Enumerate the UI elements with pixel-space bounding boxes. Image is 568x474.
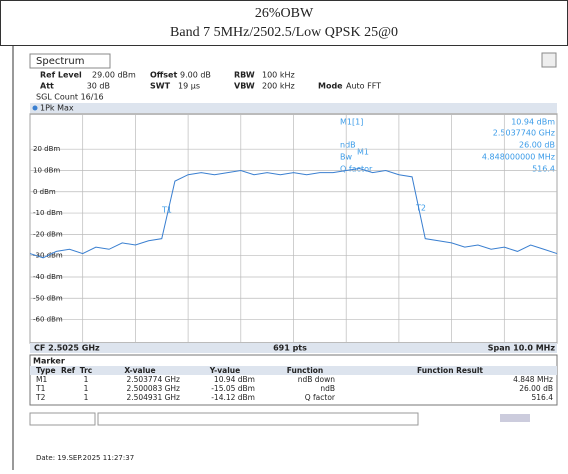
- trace-name: 1Pk Max: [40, 104, 74, 113]
- table-header-cell: Function Result: [417, 366, 483, 375]
- marker-label: T1: [161, 206, 172, 215]
- y-tick-label: 10 dBm: [33, 166, 60, 174]
- label: VBW: [234, 82, 255, 91]
- status-bar: [30, 343, 557, 353]
- y-tick-label: 20 dBm: [33, 145, 60, 153]
- footer: Date: 19.SEP.2025 11:27:37: [36, 454, 134, 462]
- table-cell: 516.4: [532, 393, 554, 402]
- value: 9.00 dB: [180, 71, 211, 80]
- y-tick-label: -10 dBm: [33, 209, 63, 217]
- table-cell: T1: [35, 384, 46, 393]
- table-header-cell: Y-value: [209, 366, 240, 375]
- table-header: [30, 366, 557, 375]
- label: Att: [40, 82, 54, 91]
- table-cell: T2: [35, 393, 46, 402]
- value: 200 kHz: [262, 82, 295, 91]
- y-tick-label: -60 dBm: [33, 316, 63, 324]
- span: Span 10.0 MHz: [488, 344, 556, 353]
- table-cell: 2.500083 GHz: [126, 384, 180, 393]
- table-cell: 26.00 dB: [519, 384, 553, 393]
- table-cell: M1: [36, 375, 47, 384]
- table-header-cell: Type: [36, 366, 56, 375]
- marker-label: T2: [415, 204, 426, 213]
- subtitle: Band 7 5MHz/2502.5/Low QPSK 25@0: [170, 25, 398, 40]
- table-cell: ndB down: [298, 375, 336, 384]
- tab-label: Spectrum: [36, 56, 84, 67]
- table-cell: 2.504931 GHz: [126, 393, 180, 402]
- table-header-cell: Trc: [80, 366, 92, 375]
- table-cell: 4.848 MHz: [513, 375, 553, 384]
- table-cell: -14.12 dBm: [211, 393, 255, 402]
- value: 19 µs: [178, 82, 200, 91]
- marker-info: 2.5037740 GHz: [493, 129, 555, 138]
- marker-label: M1: [357, 148, 369, 157]
- marker-info: 516.4: [532, 165, 555, 174]
- cf: CF 2.5025 GHz: [34, 344, 100, 353]
- value: 100 kHz: [262, 71, 295, 80]
- value: 29.00 dBm: [92, 71, 136, 80]
- y-tick-label: 0 dBm: [33, 188, 56, 196]
- table-cell: 1: [84, 375, 89, 384]
- table-cell: 10.94 dBm: [214, 375, 255, 384]
- trace: [29, 168, 558, 259]
- header-box: [0, 0, 568, 46]
- table-cell: -15.05 dBm: [211, 384, 255, 393]
- value: 30 dB: [87, 82, 110, 91]
- trace-bar: [30, 103, 557, 113]
- marker-table-title: Marker: [33, 357, 65, 366]
- marker-info: ndB: [340, 141, 356, 150]
- y-tick-label: -20 dBm: [33, 230, 63, 238]
- icon[interactable]: [541, 52, 557, 68]
- table-cell: 1: [84, 384, 89, 393]
- table-cell: Q factor: [305, 393, 336, 402]
- y-tick-label: -40 dBm: [33, 273, 63, 281]
- table-cell: ndB: [320, 384, 335, 393]
- table-header-cell: Ref: [61, 366, 76, 375]
- table-header-cell: X-value: [124, 366, 155, 375]
- input[interactable]: [97, 412, 419, 426]
- y-tick-label: -50 dBm: [33, 294, 63, 302]
- status-indicator: [500, 414, 530, 422]
- tab[interactable]: [29, 53, 111, 69]
- points: 691 pts: [273, 344, 307, 353]
- count: SGL Count 16/16: [36, 93, 104, 102]
- label: Offset: [150, 71, 177, 80]
- title: 26%OBW: [255, 6, 314, 21]
- marker-info: M1[1]: [340, 118, 363, 127]
- label: Ref Level: [40, 71, 82, 80]
- table-cell: 2.503774 GHz: [126, 375, 180, 384]
- marker-info: 4.848000000 MHz: [482, 153, 555, 162]
- table-header-cell: Function: [287, 366, 324, 375]
- marker-table: [29, 354, 558, 406]
- trace-dot: [32, 105, 38, 111]
- value: Auto FFT: [346, 82, 381, 91]
- label: Mode: [318, 82, 343, 91]
- marker-info: 26.00 dB: [519, 141, 555, 150]
- marker-info: 10.94 dBm: [511, 118, 555, 127]
- label: SWT: [150, 82, 171, 91]
- button[interactable]: [29, 412, 96, 426]
- table-cell: 1: [84, 393, 89, 402]
- label: RBW: [234, 71, 255, 80]
